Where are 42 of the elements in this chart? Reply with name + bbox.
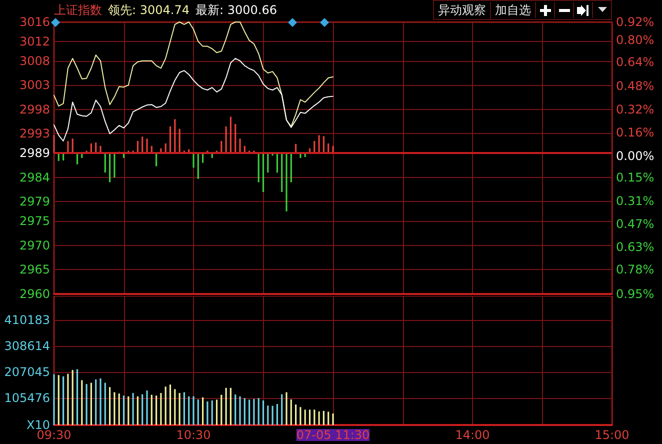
x-tick-label: 07-05 11:30 — [296, 428, 370, 442]
y2-tick-label: 0.80% — [616, 33, 654, 48]
y-tick-label: 3016 — [19, 15, 50, 29]
y-tick-label: 3008 — [19, 54, 50, 68]
y-tick-label: 2979 — [19, 194, 50, 209]
y2-tick-label: 0.78% — [616, 262, 654, 276]
y2-tick-label: 0.92% — [616, 15, 654, 29]
y2-tick-label: 0.95% — [616, 287, 654, 301]
y-tick-label: 308614 — [4, 339, 50, 354]
y-tick-label: 2970 — [19, 238, 50, 252]
y-tick-label: 410183 — [4, 313, 50, 328]
y2-tick-label: 0.64% — [616, 55, 654, 70]
y-tick-label: 3012 — [19, 34, 50, 48]
y2-tick-label: 0.48% — [616, 79, 654, 93]
x-tick-label: 09:30 — [36, 428, 72, 442]
y2-tick-label: 0.15% — [616, 170, 654, 185]
y2-tick-label: 0.31% — [616, 194, 654, 208]
y-tick-label: 2993 — [19, 126, 50, 141]
text: 最新: 3000.66 — [195, 2, 277, 18]
x-tick-label: 10:30 — [176, 428, 211, 442]
y-tick-label: 2965 — [19, 262, 50, 277]
y-tick-label: 207045 — [4, 365, 50, 380]
y2-tick-label: 0.32% — [616, 102, 654, 116]
y-tick-label: 2984 — [19, 170, 50, 184]
y-tick-label: 2975 — [19, 214, 50, 228]
y-tick-label: 2998 — [19, 102, 50, 116]
series-label: 领先: 3004.74 — [108, 2, 190, 18]
y2-tick-label: 0.00% — [616, 148, 654, 163]
line-series — [54, 22, 334, 127]
x-tick-label: 14:00 — [455, 428, 490, 442]
y2-tick-label: 0.63% — [616, 240, 654, 254]
line-series — [54, 58, 334, 142]
y-tick-label: 3003 — [19, 78, 50, 92]
text: 异动观察 — [437, 2, 487, 18]
y-tick-label: 105476 — [4, 391, 50, 406]
text: 加自选 — [490, 2, 535, 18]
y2-tick-label: 0.16% — [616, 126, 654, 140]
y-tick-label: 2989 — [19, 146, 50, 160]
y-tick-label: 2960 — [19, 287, 50, 301]
x-tick-label: 15:00 — [594, 428, 630, 442]
y2-tick-label: 0.47% — [616, 217, 654, 232]
chart-title: 上证指数 — [54, 2, 102, 18]
